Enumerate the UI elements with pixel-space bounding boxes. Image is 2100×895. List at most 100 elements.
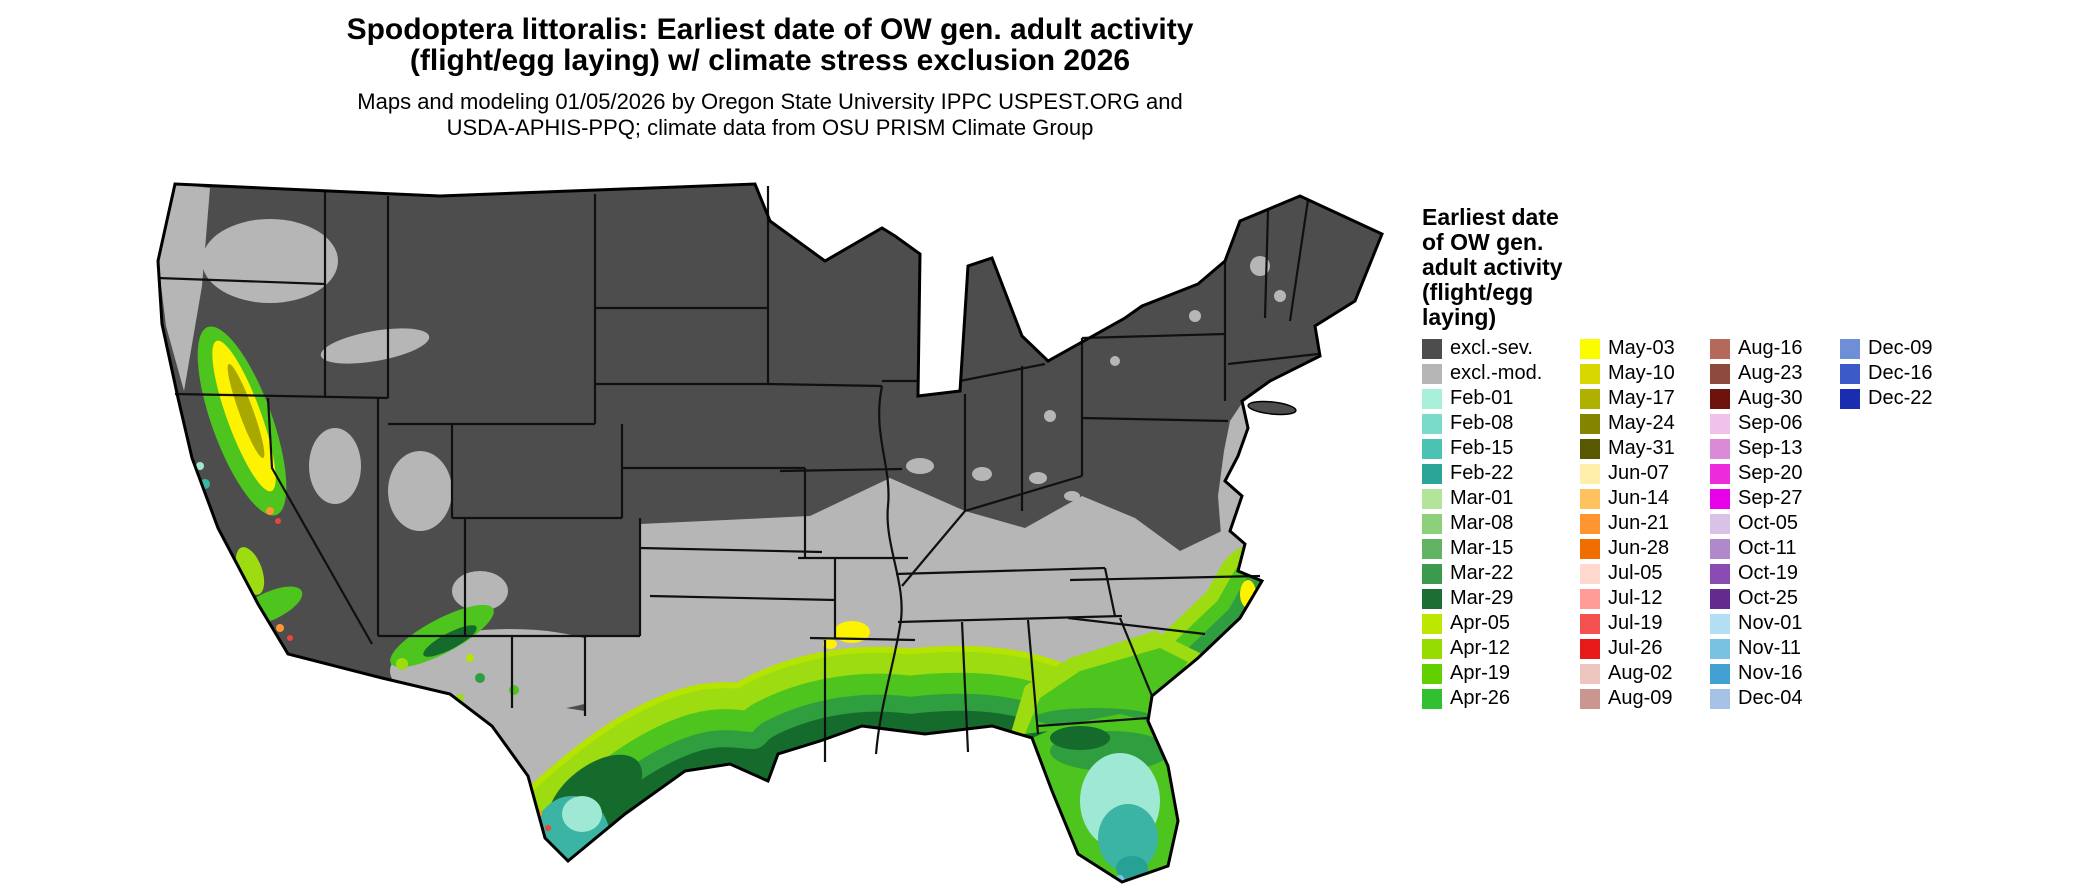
legend-label: May-24 xyxy=(1608,412,1675,434)
legend-swatch xyxy=(1580,563,1600,584)
legend-label: May-03 xyxy=(1608,337,1675,359)
legend-label: Aug-30 xyxy=(1738,387,1803,409)
legend-swatch xyxy=(1422,488,1442,509)
legend-label: Aug-16 xyxy=(1738,337,1803,359)
legend-item: excl.-sev. xyxy=(1422,336,1580,361)
legend-label: Oct-05 xyxy=(1738,512,1799,534)
legend-label: Aug-02 xyxy=(1608,662,1673,684)
legend-swatch xyxy=(1580,688,1600,709)
legend-swatch xyxy=(1710,388,1730,409)
subtitle-line-1: Maps and modeling 01/05/2026 by Oregon S… xyxy=(357,89,1183,114)
legend-label: Apr-05 xyxy=(1450,612,1511,634)
legend-item: Oct-25 xyxy=(1710,586,1840,611)
map-country-outline xyxy=(156,182,1384,884)
legend-column: excl.-sev. excl.-mod. Feb-01 Feb-08 Feb-15 Fe… xyxy=(1422,336,1580,711)
legend-swatch xyxy=(1422,588,1442,609)
legend-title-line: laying) xyxy=(1422,304,1497,330)
legend-label: May-10 xyxy=(1608,362,1675,384)
legend-item: Apr-19 xyxy=(1422,661,1580,686)
legend-label: Jun-14 xyxy=(1608,487,1670,509)
legend-item: Aug-02 xyxy=(1580,661,1710,686)
legend-item: Feb-08 xyxy=(1422,411,1580,436)
legend-swatch xyxy=(1710,463,1730,484)
legend-label: Apr-12 xyxy=(1450,637,1511,659)
legend-label: Jul-26 xyxy=(1608,637,1663,659)
title-line-1: Spodoptera littoralis: Earliest date of … xyxy=(346,13,1194,46)
legend-label: Mar-08 xyxy=(1450,512,1514,534)
legend-item: Mar-01 xyxy=(1422,486,1580,511)
legend-item: Jun-28 xyxy=(1580,536,1710,561)
legend-swatch xyxy=(1710,563,1730,584)
legend-swatch xyxy=(1422,363,1442,384)
legend-swatch xyxy=(1422,638,1442,659)
legend-swatch xyxy=(1422,463,1442,484)
legend-item: Aug-16 xyxy=(1710,336,1840,361)
legend-item: Oct-05 xyxy=(1710,511,1840,536)
legend-label: Aug-09 xyxy=(1608,687,1673,709)
legend-swatch xyxy=(1422,538,1442,559)
legend-swatch xyxy=(1710,663,1730,684)
legend-label: Apr-26 xyxy=(1450,687,1511,709)
map-header: Spodoptera littoralis: Earliest date of … xyxy=(70,14,1470,141)
legend-item: May-17 xyxy=(1580,386,1710,411)
legend-item: Jun-21 xyxy=(1580,511,1710,536)
legend-swatch xyxy=(1710,613,1730,634)
legend-label: Nov-16 xyxy=(1738,662,1803,684)
legend-column: Aug-16 Aug-23 Aug-30 Sep-06 Sep-13 Sep-20 Sep-… xyxy=(1710,336,1840,711)
legend-label: Mar-22 xyxy=(1450,562,1514,584)
legend-column: May-03 May-10 May-17 May-24 May-31 Jun-07 Jun-… xyxy=(1580,336,1710,711)
legend-item: May-03 xyxy=(1580,336,1710,361)
long-island xyxy=(1247,400,1297,416)
legend-swatch xyxy=(1710,488,1730,509)
subtitle: Maps and modeling 01/05/2026 by Oregon S… xyxy=(70,89,1470,141)
legend-swatch xyxy=(1580,363,1600,384)
legend-label: Sep-06 xyxy=(1738,412,1803,434)
legend-item: Oct-19 xyxy=(1710,561,1840,586)
legend-item: Dec-16 xyxy=(1840,361,1932,386)
legend: Earliest date of OW gen. adult activity (fl… xyxy=(1422,205,2082,711)
legend-item: Dec-04 xyxy=(1710,686,1840,711)
legend-title: Earliest date of OW gen. adult activity (fl… xyxy=(1422,205,2082,330)
legend-label: Jul-12 xyxy=(1608,587,1663,609)
legend-swatch xyxy=(1710,363,1730,384)
legend-label: Mar-29 xyxy=(1450,587,1514,609)
legend-item: Aug-30 xyxy=(1710,386,1840,411)
legend-item: Sep-13 xyxy=(1710,436,1840,461)
legend-label: Nov-01 xyxy=(1738,612,1803,634)
legend-label: Sep-13 xyxy=(1738,437,1803,459)
legend-item: Aug-23 xyxy=(1710,361,1840,386)
legend-item: Mar-08 xyxy=(1422,511,1580,536)
legend-swatch xyxy=(1580,438,1600,459)
legend-item: Feb-01 xyxy=(1422,386,1580,411)
legend-item: Jul-05 xyxy=(1580,561,1710,586)
legend-swatch xyxy=(1710,513,1730,534)
legend-label: Jun-28 xyxy=(1608,537,1670,559)
legend-label: Dec-04 xyxy=(1738,687,1803,709)
legend-label: Jun-07 xyxy=(1608,462,1670,484)
legend-label: Dec-22 xyxy=(1868,387,1933,409)
legend-swatch xyxy=(1840,363,1860,384)
legend-swatch xyxy=(1710,588,1730,609)
legend-item: May-10 xyxy=(1580,361,1710,386)
legend-label: Oct-11 xyxy=(1738,537,1797,559)
legend-label: Sep-27 xyxy=(1738,487,1803,509)
legend-item: Nov-16 xyxy=(1710,661,1840,686)
legend-label: Mar-15 xyxy=(1450,537,1514,559)
map-state-borders xyxy=(157,186,1319,762)
legend-swatch xyxy=(1580,488,1600,509)
legend-swatch xyxy=(1710,413,1730,434)
legend-item: Feb-22 xyxy=(1422,461,1580,486)
legend-swatch xyxy=(1580,413,1600,434)
legend-item: Feb-15 xyxy=(1422,436,1580,461)
legend-item: Sep-27 xyxy=(1710,486,1840,511)
legend-item: Sep-20 xyxy=(1710,461,1840,486)
legend-swatch xyxy=(1580,338,1600,359)
legend-label: excl.-sev. xyxy=(1450,337,1533,359)
legend-swatch xyxy=(1710,688,1730,709)
legend-swatch xyxy=(1580,613,1600,634)
legend-swatch xyxy=(1710,638,1730,659)
legend-item: Apr-05 xyxy=(1422,611,1580,636)
legend-item: Jul-26 xyxy=(1580,636,1710,661)
legend-swatch xyxy=(1422,563,1442,584)
legend-label: Sep-20 xyxy=(1738,462,1803,484)
